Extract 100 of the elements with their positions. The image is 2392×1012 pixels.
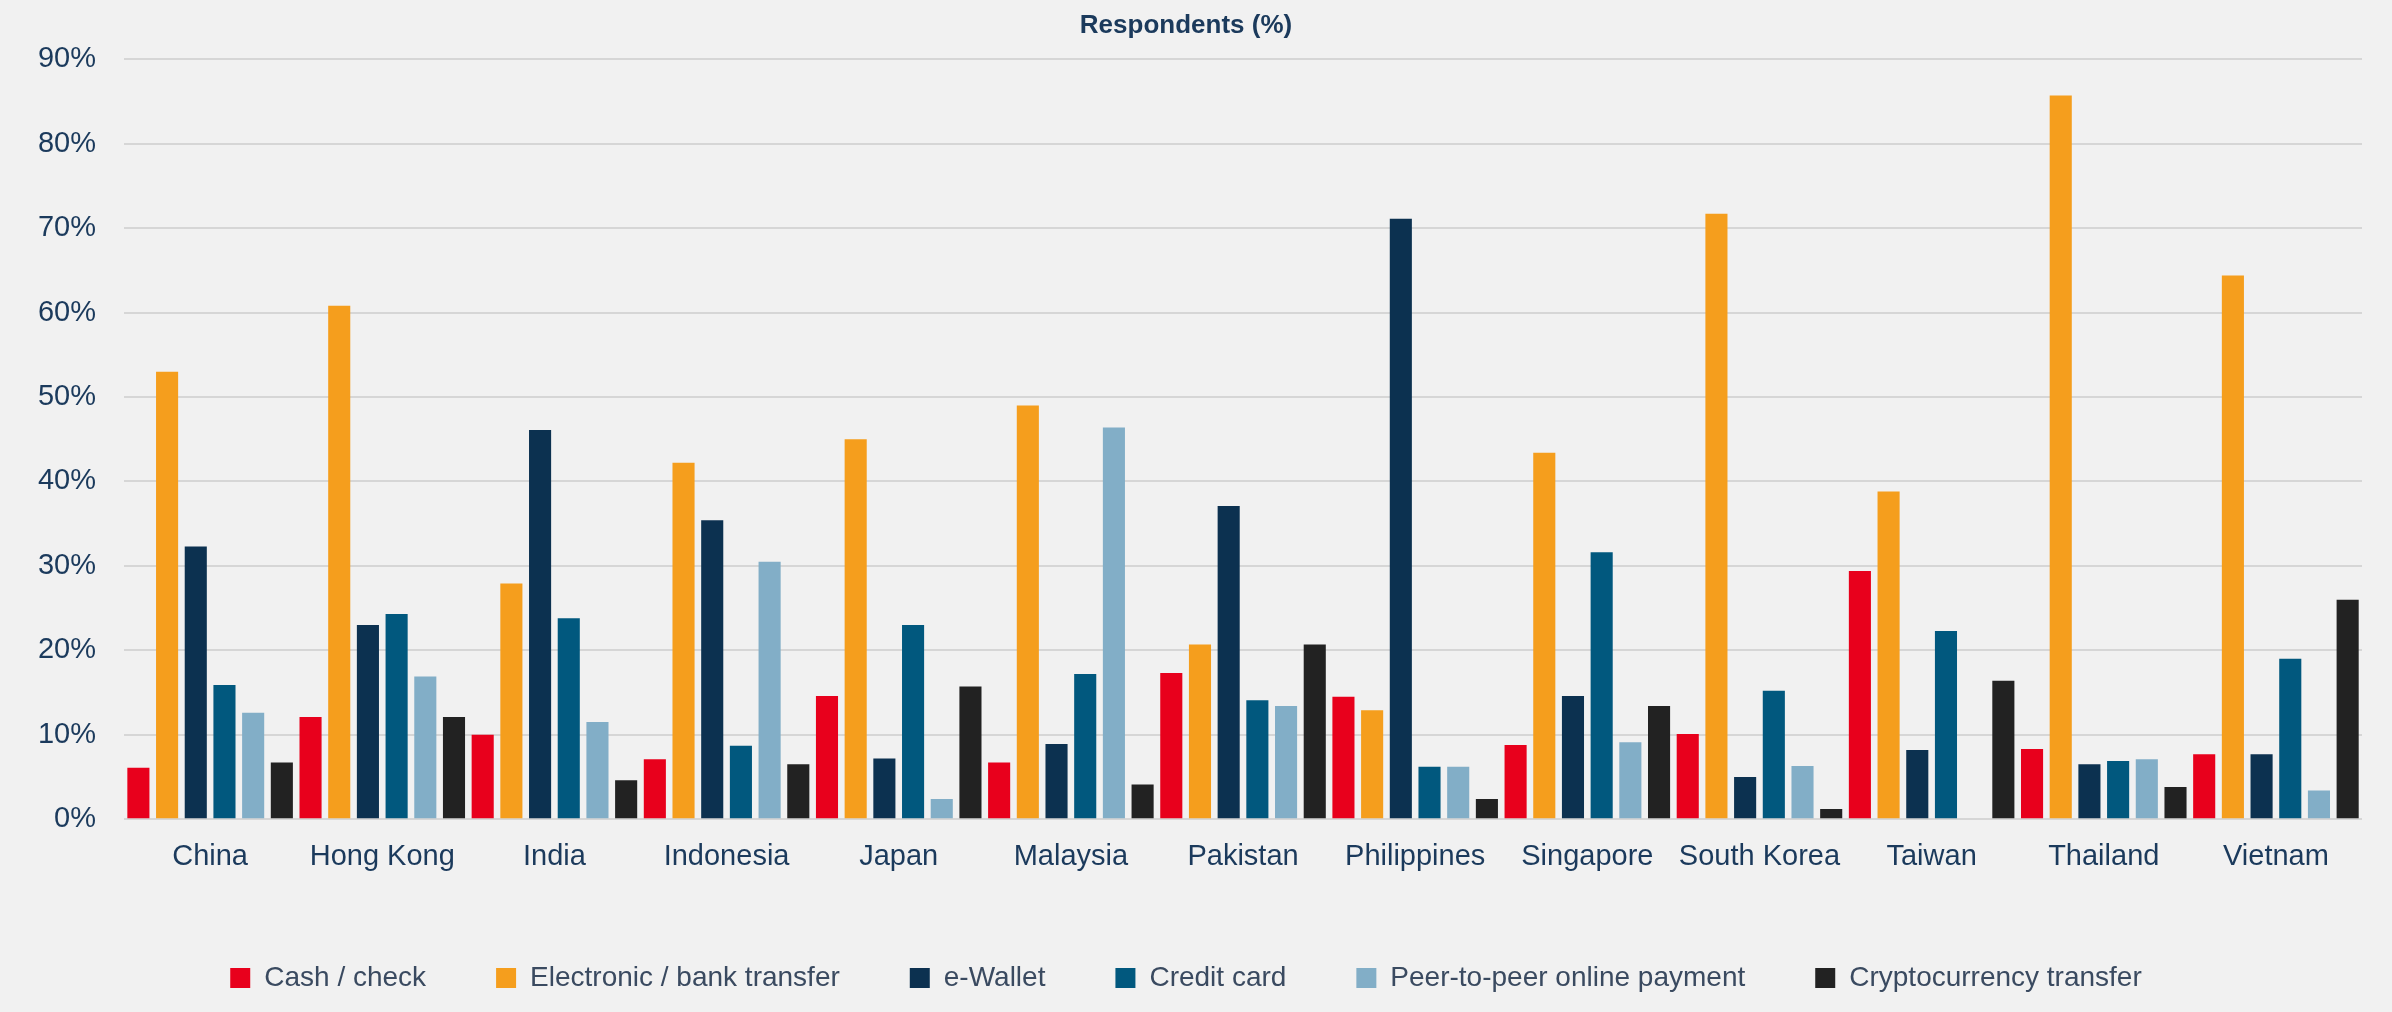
x-tick-label: Japan (859, 838, 939, 871)
bar (930, 798, 953, 819)
bar (1676, 733, 1699, 819)
bar (586, 722, 609, 819)
bar (184, 546, 207, 819)
y-tick-label: 40% (38, 463, 97, 496)
bar (1734, 776, 1757, 819)
bar (328, 305, 351, 819)
bar (1217, 505, 1240, 819)
y-tick-label: 20% (38, 632, 97, 665)
bar (615, 780, 638, 819)
legend-label: Peer-to-peer online payment (1390, 960, 1746, 992)
bar (1074, 673, 1097, 819)
x-tick-label: Indonesia (663, 838, 791, 871)
bar (1934, 630, 1958, 819)
x-tick-label: Taiwan (1886, 838, 1977, 871)
bar (156, 371, 179, 819)
bar (2193, 754, 2216, 819)
legend-label: Cryptocurrency transfer (1849, 960, 2142, 992)
x-tick-label: China (172, 838, 249, 871)
bar (1160, 673, 1183, 819)
bar (1447, 766, 1470, 819)
x-tick-label: India (522, 838, 587, 871)
bar (873, 758, 896, 819)
bar (815, 695, 839, 819)
bar (1906, 749, 1929, 819)
bar (557, 618, 580, 819)
bar (471, 734, 494, 819)
bar (1762, 690, 1785, 819)
y-tick-label: 70% (38, 210, 97, 243)
bar (787, 764, 810, 819)
bar (2250, 754, 2273, 819)
bar (1590, 552, 1613, 819)
bar (2307, 790, 2331, 819)
x-tick-label: Vietnam (2222, 838, 2329, 871)
bar (1705, 213, 1728, 819)
x-tick-label: Thailand (2048, 838, 2160, 871)
bar (1361, 710, 1384, 819)
bar (242, 712, 265, 819)
bar (643, 759, 666, 819)
bar (1045, 744, 1068, 819)
bar (1303, 644, 1326, 819)
bar (442, 717, 466, 819)
x-tick-label: Malaysia (1013, 838, 1129, 871)
bar (1475, 798, 1498, 819)
bar (2221, 275, 2244, 819)
x-tick-label: Singapore (1521, 838, 1654, 871)
bar (2049, 95, 2072, 819)
bar (1848, 570, 1871, 819)
bar (1561, 695, 1585, 819)
bar (2021, 749, 2044, 819)
bar (701, 520, 724, 819)
bar (299, 717, 322, 819)
bar (1102, 427, 1125, 819)
bar (2336, 599, 2359, 819)
y-tick-label: 60% (38, 294, 97, 327)
bar (1131, 784, 1154, 819)
x-tick-label: Hong Kong (309, 838, 455, 871)
bar (1820, 809, 1843, 819)
bar (1389, 218, 1412, 819)
y-tick-label: 80% (38, 125, 97, 158)
legend-label: Credit card (1149, 960, 1287, 992)
bar (2135, 759, 2158, 819)
bar (758, 561, 781, 819)
y-tick-label: 90% (38, 41, 97, 74)
bar (959, 686, 982, 819)
legend-label: Electronic / bank transfer (530, 960, 840, 992)
chart-title: Respondents (%) (1079, 8, 1293, 39)
bar (988, 762, 1011, 819)
bar (500, 583, 523, 819)
bar (1877, 491, 1900, 819)
bar (1016, 405, 1039, 819)
legend-label: e-Wallet (943, 960, 1046, 992)
bar (1992, 680, 2015, 819)
bar (2107, 760, 2130, 819)
bar (2078, 764, 2101, 819)
bar (356, 624, 379, 819)
x-tick-label: Pakistan (1187, 838, 1299, 871)
y-tick-label: 10% (38, 716, 97, 749)
bar (213, 684, 236, 819)
bar (1418, 766, 1441, 819)
y-tick-label: 30% (38, 547, 97, 580)
bar (844, 439, 867, 819)
bar (1533, 452, 1556, 819)
bar (2279, 658, 2302, 819)
x-tick-label: South Korea (1678, 838, 1841, 871)
bar (1332, 696, 1355, 819)
x-tick-label: Philippines (1345, 838, 1486, 871)
bar (1648, 706, 1671, 819)
bar (1504, 744, 1527, 819)
bar (1791, 766, 1814, 819)
bar (2164, 787, 2187, 819)
bar (1188, 644, 1212, 819)
bar (1246, 700, 1269, 819)
legend-label: Cash / check (264, 960, 428, 992)
bar (729, 745, 752, 819)
y-tick-label: 50% (38, 378, 97, 411)
bar (672, 462, 695, 819)
bar (270, 762, 293, 819)
bar (529, 429, 552, 819)
